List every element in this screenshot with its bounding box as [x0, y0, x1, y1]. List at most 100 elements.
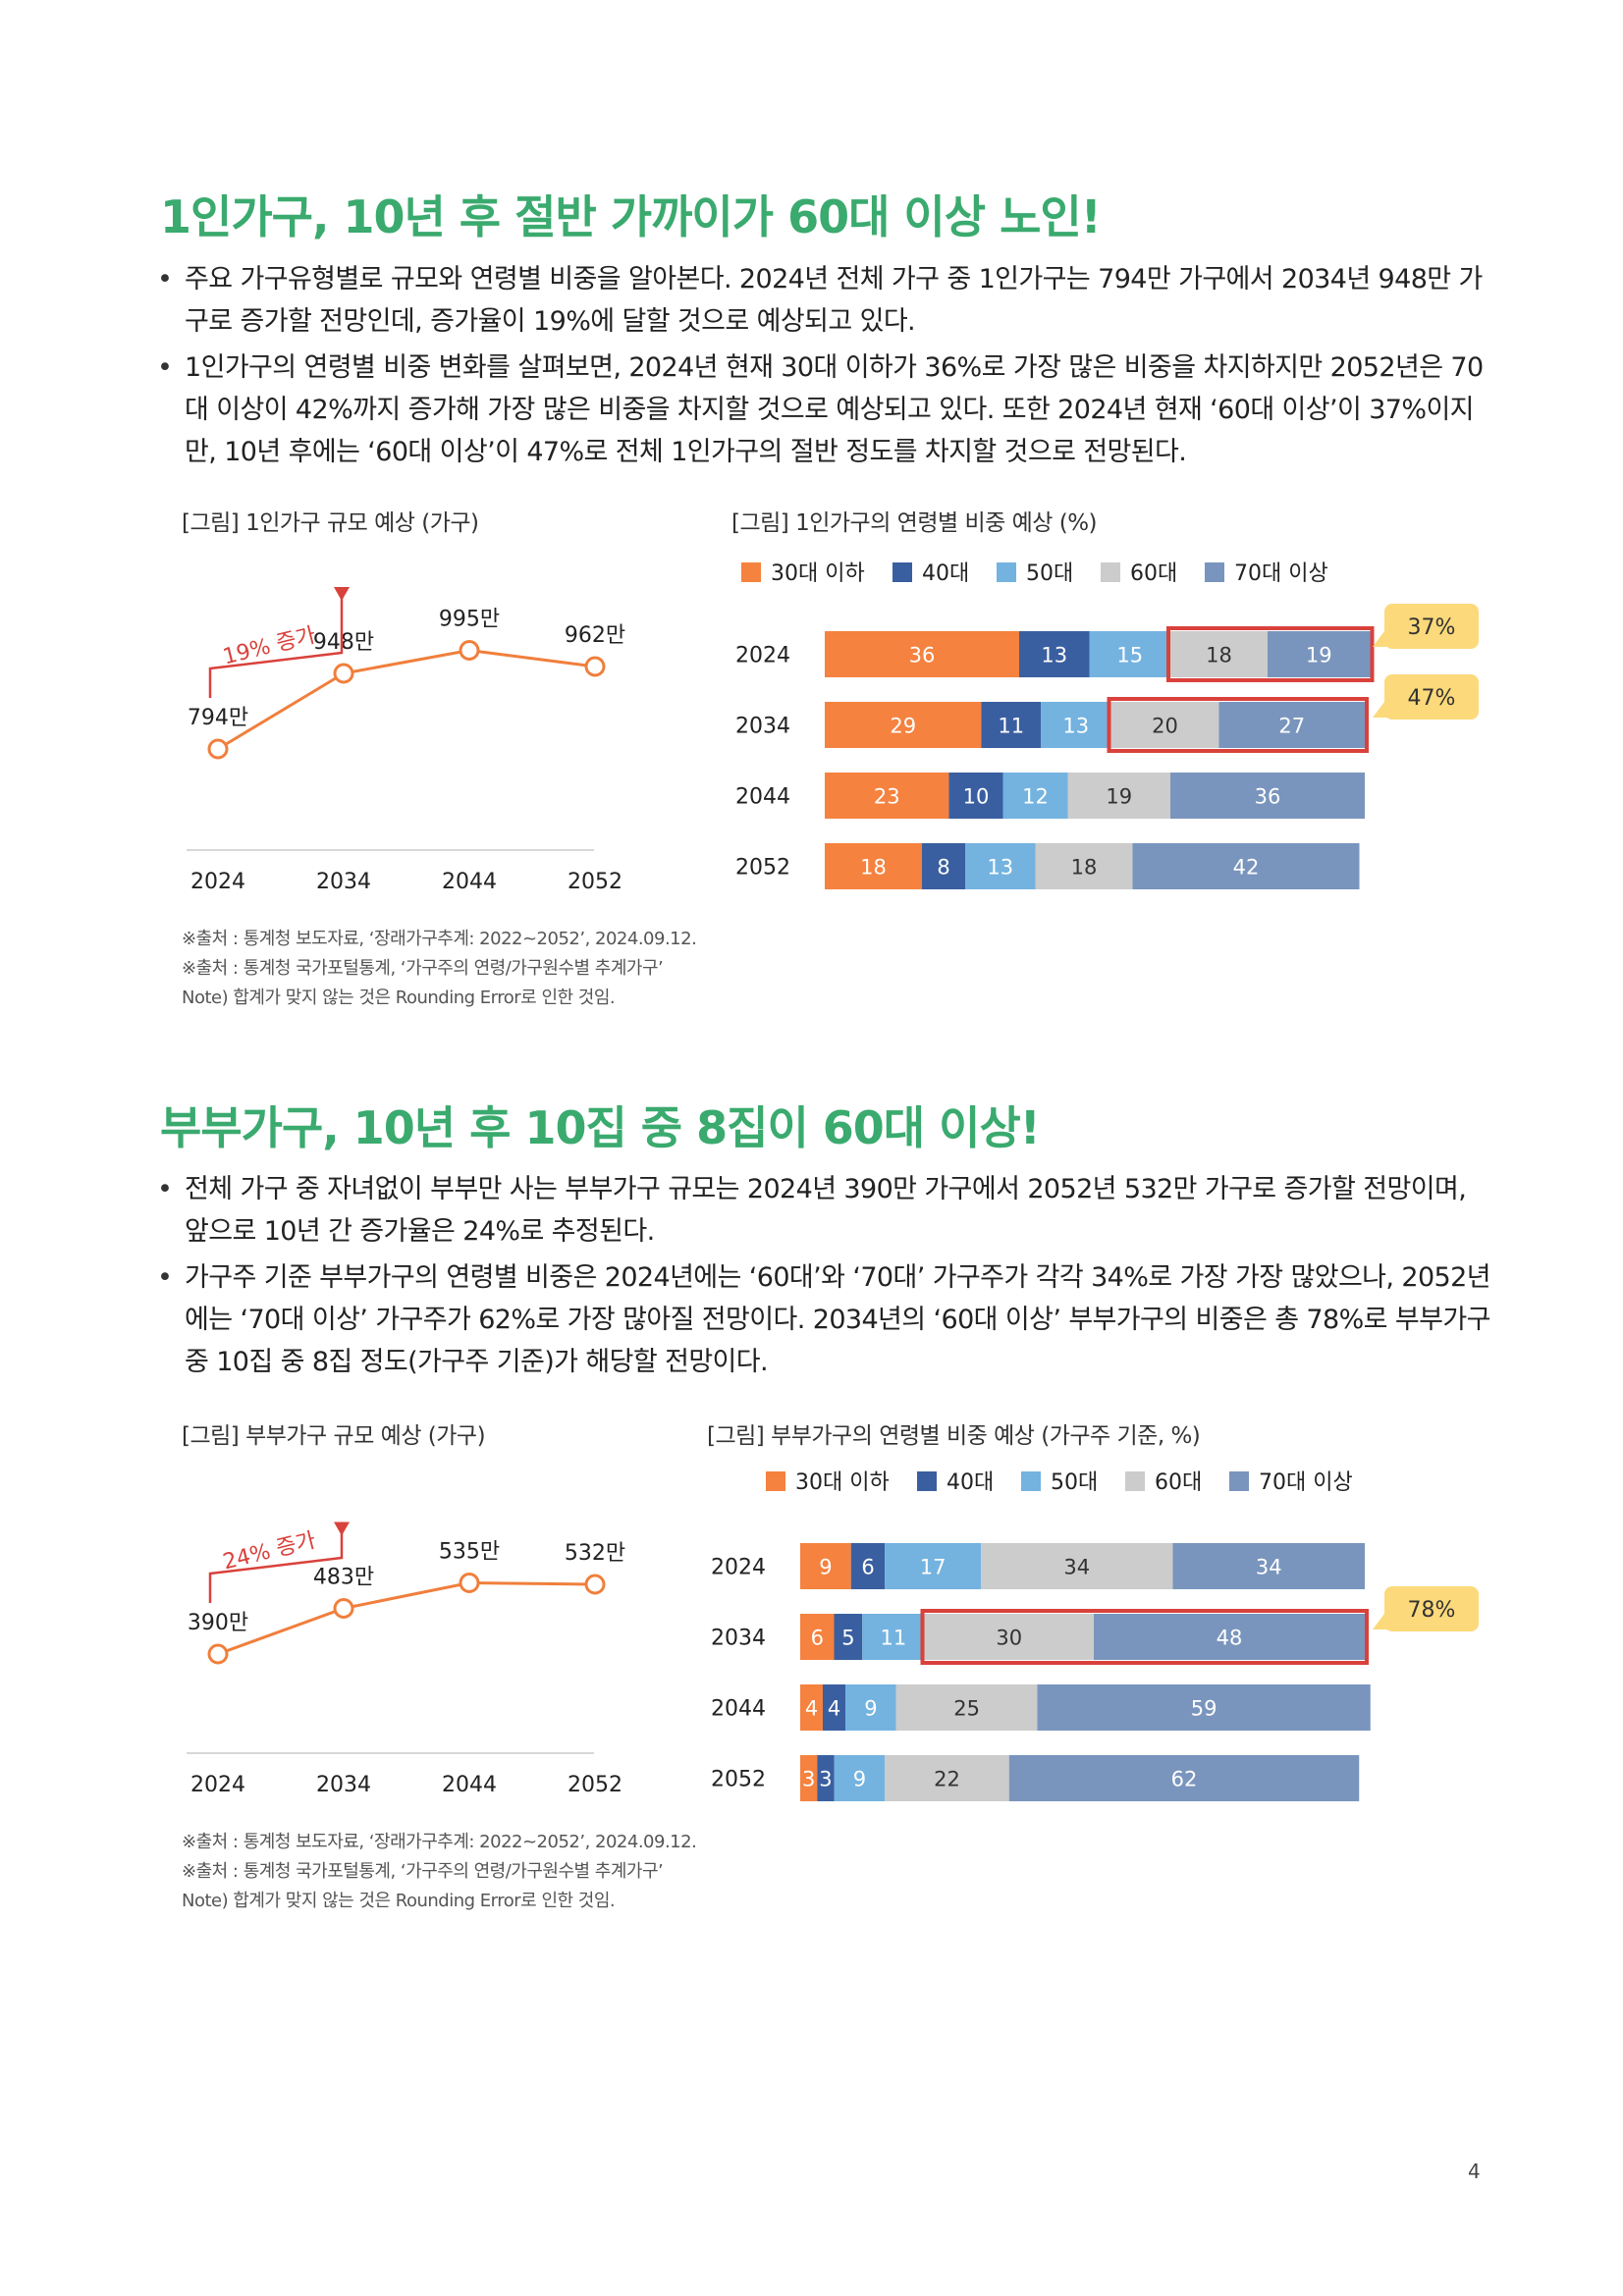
data-label: 483만 [313, 1566, 374, 1590]
segment-value: 62 [1171, 1768, 1198, 1791]
x-tick-label: 2034 [316, 1773, 371, 1797]
legend-label: 50대 [1051, 1470, 1098, 1495]
bar-segment [922, 843, 965, 889]
bar-segment [862, 1614, 925, 1660]
figure-label: [그림] 부부가구의 연령별 비중 예상 (가구주 기준, %) [707, 1423, 1201, 1449]
legend-swatch [1021, 1471, 1041, 1491]
bar-segment [1067, 773, 1170, 819]
legend-swatch [1125, 1471, 1145, 1491]
data-point [584, 1574, 606, 1595]
y-tick-label: 2052 [735, 856, 790, 881]
segment-value: 59 [1191, 1697, 1217, 1721]
bar-segment [924, 1614, 1094, 1660]
bar-segment [1218, 702, 1365, 748]
note-line: Note) 합계가 맞지 않는 것은 Rounding Error로 인한 것임… [182, 1891, 616, 1911]
y-tick-label: 2024 [711, 1556, 766, 1580]
segment-value: 30 [996, 1627, 1022, 1650]
legend-label: 70대 이상 [1234, 561, 1328, 586]
callout-label: 47% [1408, 686, 1456, 711]
legend-swatch [1229, 1471, 1249, 1491]
bar-segment [1110, 702, 1219, 748]
callout-badge [1384, 674, 1479, 720]
legend-swatch [741, 562, 761, 582]
legend-swatch [893, 562, 912, 582]
line-chart-single-household-size: 794만 2024 948만 2034 995만 2044 962만 2052 19% 증가 [187, 587, 625, 894]
segment-value: 18 [860, 856, 887, 880]
segment-value: 22 [934, 1768, 960, 1791]
bar-chart-single-household-age: 30대 이하 40대 50대 60대 70대 이상 2024 36 13 15 18 19 2034 2… [735, 561, 1479, 889]
y-tick-label: 2024 [735, 644, 790, 668]
bar-segment [1002, 773, 1068, 819]
bar-segment [834, 1614, 863, 1660]
legend-label: 30대 이하 [771, 561, 865, 586]
segment-value: 27 [1278, 715, 1305, 738]
callout-badge [1384, 1586, 1479, 1631]
bar-segment [1094, 1614, 1365, 1660]
bar-segment [825, 702, 982, 748]
y-tick-label: 2044 [711, 1697, 766, 1722]
data-point [459, 640, 480, 661]
bar-segment [1170, 773, 1365, 819]
bar-segment [1172, 1543, 1365, 1589]
segment-value: 5 [841, 1627, 854, 1650]
arrow-head-icon [334, 587, 350, 601]
callout-label: 37% [1408, 615, 1456, 640]
bar-segment [800, 1755, 818, 1801]
bar-segment [981, 702, 1041, 748]
source-notes: ※출처 : 통계청 보도자료, ‘장래가구추계: 2022~2052’, 202… [182, 925, 697, 1013]
series-line [217, 648, 596, 751]
legend-swatch [1101, 562, 1120, 582]
segment-value: 23 [874, 785, 900, 809]
bar-segment [895, 1684, 1038, 1731]
segment-value: 13 [987, 856, 1013, 880]
bar-segment [1089, 631, 1170, 677]
bullet-item: 전체 가구 중 자녀없이 부부만 사는 부부가구 규모는 2024년 390만 … [157, 1168, 1492, 1253]
data-label: 390만 [188, 1611, 248, 1635]
y-tick-label: 2052 [711, 1768, 766, 1792]
bar-segment [850, 1543, 886, 1589]
note-line: ※출처 : 통계청 보도자료, ‘장래가구추계: 2022~2052’, 202… [182, 929, 697, 949]
segment-value: 42 [1233, 856, 1260, 880]
bullet-list: 주요 가구유형별로 규모와 연령별 비중을 알아본다. 2024년 전체 가구 … [157, 258, 1492, 477]
callout-pointer [1373, 702, 1398, 718]
data-label: 995만 [439, 608, 500, 632]
segment-value: 19 [1306, 644, 1332, 667]
data-point [207, 1643, 229, 1665]
segment-value: 19 [1106, 785, 1132, 809]
arrow-head-icon [334, 1522, 350, 1536]
y-tick-label: 2044 [735, 785, 790, 810]
section-title: 1인가구, 10년 후 절반 가까이가 60대 이상 노인! [160, 190, 1102, 243]
data-label: 535만 [439, 1540, 500, 1565]
bar-segment [845, 1684, 896, 1731]
segment-value: 48 [1217, 1627, 1243, 1650]
data-label: 948만 [313, 630, 374, 655]
bar-segment [1019, 631, 1090, 677]
bullet-item: 1인가구의 연령별 비중 변화를 살펴보면, 2024년 현재 30대 이하가 … [157, 347, 1492, 473]
note-line: ※출처 : 통계청 국가포털통계, ‘가구주의 연령/가구원수별 추계가구’ [182, 958, 664, 979]
y-tick-label: 2034 [735, 715, 790, 739]
bar-segment [800, 1543, 851, 1589]
y-tick-label: 2034 [711, 1627, 766, 1651]
note-line: Note) 합계가 맞지 않는 것은 Rounding Error로 인한 것임… [182, 988, 616, 1008]
legend-swatch [917, 1471, 937, 1491]
source-notes: ※출처 : 통계청 보도자료, ‘장래가구추계: 2022~2052’, 202… [182, 1828, 697, 1916]
legend-swatch [997, 562, 1016, 582]
line-chart-couple-household-size: 390만 2024 483만 2034 535만 2044 532만 2052 24% 증가 [187, 1522, 625, 1797]
data-label: 532만 [565, 1541, 625, 1566]
bar-segment [800, 1684, 823, 1731]
bar-segment [885, 1543, 981, 1589]
segment-value: 34 [1063, 1556, 1090, 1579]
bar-segment [1037, 1684, 1371, 1731]
figure-label: [그림] 부부가구 규모 예상 (가구) [182, 1423, 486, 1449]
segment-value: 9 [853, 1768, 866, 1791]
x-tick-label: 2044 [442, 1773, 497, 1797]
bar-segment [825, 843, 922, 889]
data-point [333, 1598, 354, 1619]
legend-label: 40대 [947, 1470, 994, 1495]
bar-segment [981, 1543, 1173, 1589]
highlight-box [920, 1609, 1369, 1665]
data-point [333, 663, 354, 684]
segment-value: 36 [1255, 785, 1281, 809]
legend-swatch [1205, 562, 1224, 582]
callout-label: 78% [1408, 1598, 1456, 1623]
